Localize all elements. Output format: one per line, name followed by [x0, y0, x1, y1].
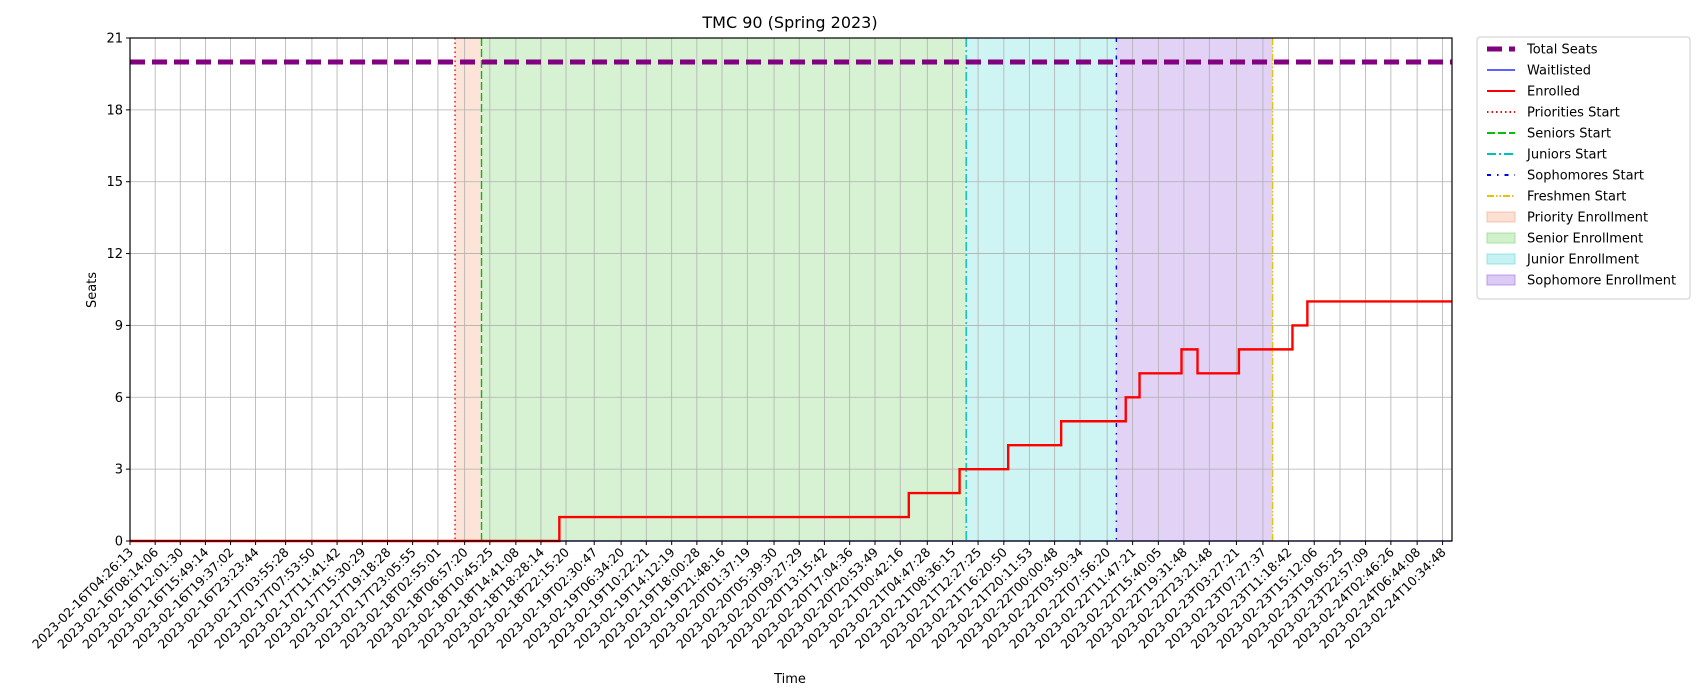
- chart-title: TMC 90 (Spring 2023): [701, 13, 877, 32]
- enrollment-period-spans: [455, 38, 1273, 541]
- legend-label: Freshmen Start: [1527, 190, 1626, 205]
- y-tick-label: 6: [115, 391, 123, 406]
- legend-label: Sophomores Start: [1527, 169, 1644, 184]
- legend-item-priorities-start: Priorities Start: [1487, 106, 1620, 121]
- legend-swatch: [1486, 232, 1516, 244]
- y-tick-label: 18: [106, 103, 123, 118]
- x-axis-ticks: 2023-02-16T04:26:132023-02-16T08:14:0620…: [29, 541, 1449, 652]
- grid-lines: [129, 37, 1452, 542]
- legend-label: Priorities Start: [1527, 106, 1620, 121]
- legend-item-sophomore-enrollment: Sophomore Enrollment: [1486, 274, 1676, 289]
- y-tick-label: 12: [106, 247, 123, 262]
- plot-frame: [129, 37, 1453, 542]
- y-tick-label: 9: [115, 319, 123, 334]
- legend-label: Senior Enrollment: [1527, 232, 1643, 247]
- y-tick-label: 15: [106, 175, 123, 190]
- span-sophomore-enrollment: [1116, 38, 1273, 541]
- phase-start-lines: [454, 38, 1274, 541]
- legend-label: Sophomore Enrollment: [1527, 274, 1676, 289]
- legend-item-total-seats: Total Seats: [1487, 43, 1598, 58]
- legend-item-seniors-start: Seniors Start: [1487, 127, 1611, 142]
- legend-item-enrolled: Enrolled: [1487, 85, 1580, 100]
- legend-item-waitlisted: Waitlisted: [1487, 64, 1591, 79]
- legend-item-priority-enrollment: Priority Enrollment: [1486, 211, 1648, 226]
- legend-label: Waitlisted: [1527, 64, 1591, 79]
- legend-label: Juniors Start: [1526, 148, 1607, 163]
- span-priority-enrollment: [455, 38, 482, 541]
- legend-item-juniors-start: Juniors Start: [1487, 148, 1607, 163]
- y-tick-label: 3: [115, 463, 123, 478]
- legend-label: Enrolled: [1527, 85, 1580, 100]
- legend-item-sophomores-start: Sophomores Start: [1487, 169, 1644, 184]
- legend-item-senior-enrollment: Senior Enrollment: [1486, 232, 1643, 247]
- y-tick-label: 21: [106, 32, 123, 47]
- y-axis-label: Seats: [85, 272, 100, 308]
- legend-item-freshmen-start: Freshmen Start: [1487, 190, 1626, 205]
- legend-item-junior-enrollment: Junior Enrollment: [1486, 253, 1639, 268]
- legend-label: Total Seats: [1526, 43, 1598, 58]
- span-senior-enrollment: [481, 38, 967, 541]
- legend-label: Seniors Start: [1527, 127, 1611, 142]
- span-junior-enrollment: [966, 38, 1117, 541]
- legend-label: Junior Enrollment: [1526, 253, 1639, 268]
- x-axis-label: Time: [773, 672, 806, 687]
- legend-box: [1476, 36, 1691, 300]
- y-axis-ticks: 0 3 6 9 12 15 18 21: [106, 32, 130, 550]
- legend-swatch: [1486, 211, 1516, 223]
- series-enrolled: [130, 300, 1452, 543]
- legend-swatch: [1486, 253, 1516, 265]
- legend: Total Seats Waitlisted Enrolled Priorities …: [1476, 36, 1691, 300]
- legend-label: Priority Enrollment: [1527, 211, 1648, 226]
- legend-swatch: [1486, 274, 1516, 286]
- y-tick-label: 0: [115, 535, 123, 550]
